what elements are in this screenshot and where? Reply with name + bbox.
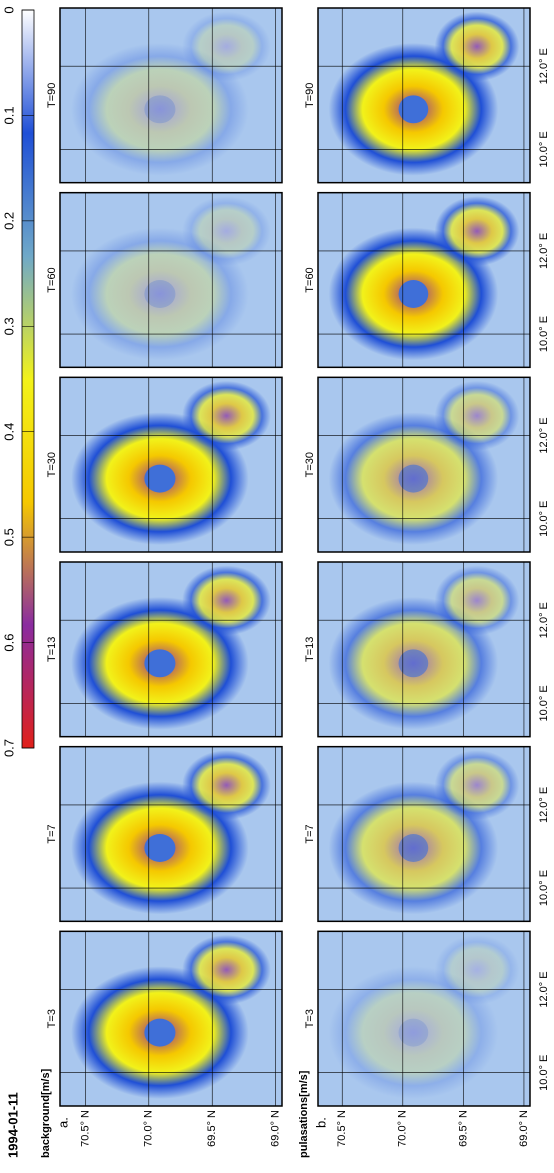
- colorbar-tick-label: 0.1: [1, 106, 16, 124]
- field-blob: [435, 381, 520, 451]
- lon-tick-label: 10.0° E: [538, 1055, 550, 1091]
- lon-tick-label: 12.0° E: [538, 787, 550, 823]
- field-blob: [182, 11, 271, 81]
- panel-title: T=13: [304, 637, 316, 662]
- panel-title: T=60: [304, 267, 316, 292]
- panel-title: T=7: [46, 824, 58, 843]
- colorbar-tick-label: 0.7: [1, 739, 16, 757]
- field-blob: [435, 935, 520, 1005]
- lon-tick-label: 12.0° E: [538, 602, 550, 638]
- panel-title: T=7: [304, 824, 316, 843]
- panel-title: T=90: [304, 83, 316, 108]
- panel-title: T=3: [46, 1009, 58, 1028]
- lon-tick-label: 12.0° E: [538, 48, 550, 84]
- field-blob: [182, 381, 271, 451]
- lat-tick-label: 69.0° N: [518, 1110, 530, 1147]
- lat-tick-label: 70.5° N: [79, 1110, 91, 1147]
- panel-title: T=30: [304, 452, 316, 477]
- row-label: background[m/s]: [40, 1068, 52, 1158]
- colorbar-tick-label: 0: [1, 6, 16, 13]
- lon-tick-label: 10.0° E: [538, 501, 550, 537]
- colorbar-tick-label: 0.5: [1, 528, 16, 546]
- field-blob: [435, 565, 520, 635]
- figure: 1994-01-11 0.7 0.6 0.5 0.4 0.3 0.2 0.1 0 backgro…: [0, 0, 554, 1168]
- field-blob: [182, 196, 271, 266]
- colorbar-tick-label: 0.4: [1, 423, 16, 441]
- lon-tick-label: 12.0° E: [538, 417, 550, 453]
- field-blob: [435, 11, 520, 81]
- field-blob: [182, 565, 271, 635]
- figure-body: 1994-01-11 0.7 0.6 0.5 0.4 0.3 0.2 0.1 0 backgro…: [1, 6, 549, 1158]
- row-tag: b.: [313, 1117, 328, 1128]
- row-label: pulasations[m/s]: [298, 1070, 310, 1158]
- row-tag: a.: [55, 1117, 70, 1128]
- lat-tick-label: 69.5° N: [206, 1110, 218, 1147]
- lat-tick-label: 70.5° N: [336, 1110, 348, 1147]
- lat-tick-label: 70.0° N: [143, 1110, 155, 1147]
- lon-tick-label: 10.0° E: [538, 870, 550, 906]
- lon-tick-label: 10.0° E: [538, 685, 550, 721]
- colorbar-tick-label: 0.3: [1, 317, 16, 335]
- lon-tick-label: 12.0° E: [538, 971, 550, 1007]
- panel-title: T=60: [46, 267, 58, 292]
- panel-title: T=13: [46, 637, 58, 662]
- figure-title: 1994-01-11: [5, 1092, 20, 1158]
- lon-tick-label: 10.0° E: [538, 131, 550, 167]
- panel-title: T=30: [46, 452, 58, 477]
- colorbar-tick-label: 0.6: [1, 634, 16, 652]
- lon-tick-label: 10.0° E: [538, 316, 550, 352]
- panel-title: T=3: [304, 1009, 316, 1028]
- field-blob: [182, 750, 271, 820]
- colorbar: [22, 10, 34, 748]
- field-blob: [435, 196, 520, 266]
- page: 1994-01-11 0.7 0.6 0.5 0.4 0.3 0.2 0.1 0 backgro…: [0, 0, 554, 1168]
- lat-tick-label: 70.0° N: [397, 1110, 409, 1147]
- lat-tick-label: 69.5° N: [457, 1110, 469, 1147]
- panel-title: T=90: [46, 83, 58, 108]
- field-blob: [182, 935, 271, 1005]
- field-blob: [435, 750, 520, 820]
- lon-tick-label: 12.0° E: [538, 233, 550, 269]
- lat-tick-label: 69.0° N: [270, 1110, 282, 1147]
- colorbar-tick-label: 0.2: [1, 212, 16, 230]
